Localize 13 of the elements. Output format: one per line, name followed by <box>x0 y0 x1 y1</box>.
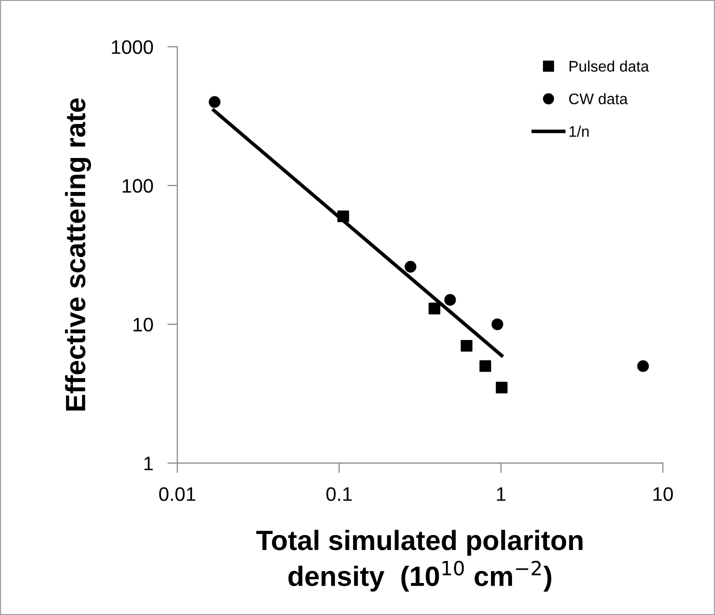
x-axis-title: Total simulated polariton density (10$^{10}$ cm$^{−2}$) <box>256 530 582 592</box>
y-tick-label: 100 <box>122 178 153 193</box>
legend-label: CW data <box>569 93 628 104</box>
y-axis-title: Effective scattering rate <box>64 98 92 411</box>
y-tick-label: 1 <box>144 456 153 470</box>
x-tick-label: 10 <box>653 487 673 501</box>
legend-label: 1/n <box>570 126 589 137</box>
x-tick-label: 1 <box>497 487 506 501</box>
y-tick-label: 1000 <box>112 40 153 54</box>
x-tick-label: 0.01 <box>159 487 196 501</box>
x-tick-label: 0.1 <box>326 487 352 501</box>
legend-label: Pulsed data <box>570 60 650 72</box>
y-tick-label: 10 <box>134 318 153 332</box>
